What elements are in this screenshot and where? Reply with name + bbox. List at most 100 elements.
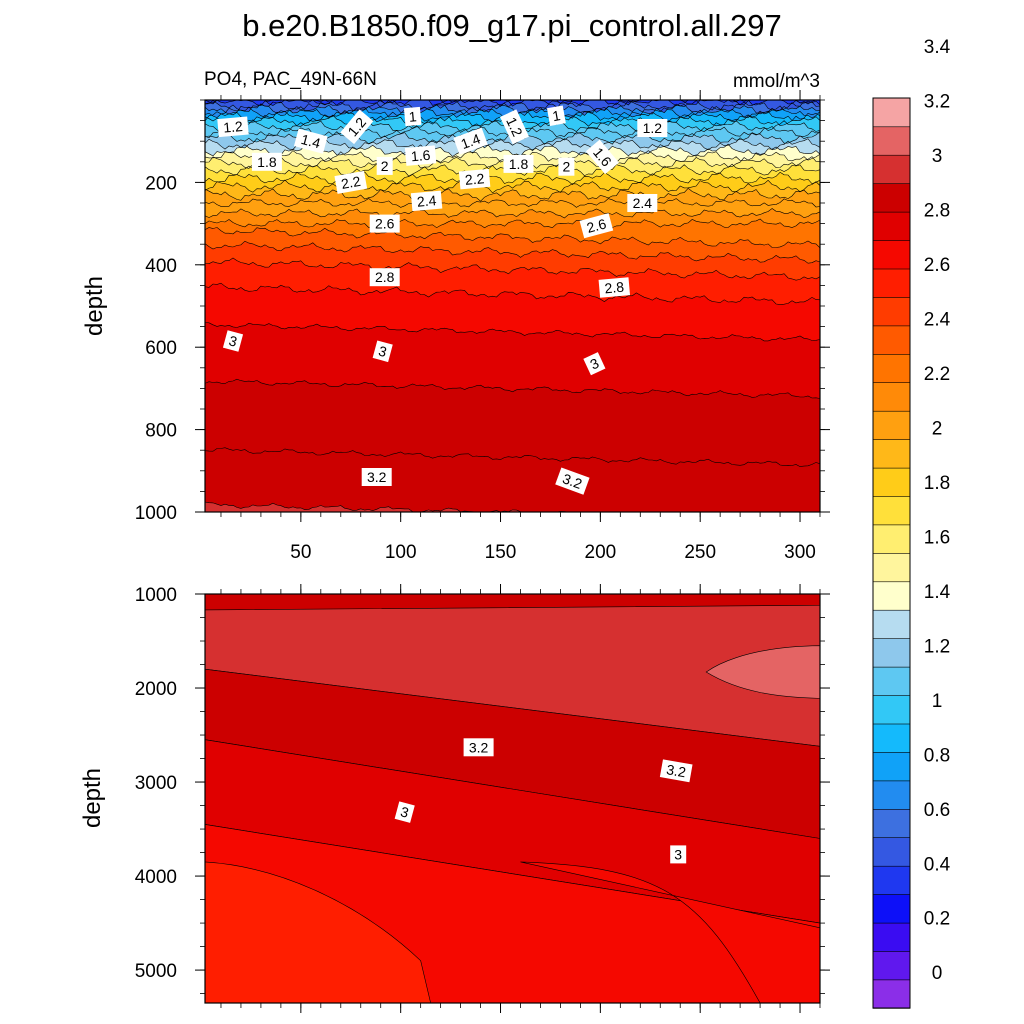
colorbar-label: 2.4 xyxy=(924,309,951,330)
upper-contour-line xyxy=(205,378,820,399)
colorbar-swatch xyxy=(872,694,911,725)
upper-panel: 1.2 1.2 1 1.2 11.21.4 1.41.6 1.61.8 1.82 22.2 2.2… xyxy=(81,90,830,563)
contour-label-box xyxy=(627,194,658,212)
colorbar-swatch xyxy=(872,723,911,753)
lower-contour-fills xyxy=(205,594,820,1003)
contour-label: 2.2 xyxy=(458,168,491,190)
x-tick-label: 100 xyxy=(385,542,417,563)
colorbar-swatch xyxy=(872,353,911,383)
contour-label-text: 2.6 xyxy=(585,215,608,236)
colorbar-label: 1.6 xyxy=(924,527,950,548)
contour-label-box xyxy=(361,468,392,486)
contour-label-box xyxy=(217,116,249,138)
colorbar-label: 0 xyxy=(932,963,943,984)
contour-label-box xyxy=(369,268,400,287)
upper-contour-line xyxy=(205,218,820,229)
upper-contour-line xyxy=(205,447,820,467)
colorbar-swatch xyxy=(872,211,911,241)
contour-label-box xyxy=(579,213,614,239)
colorbar-swatch xyxy=(872,581,911,611)
colorbar-swatch xyxy=(872,126,911,156)
colorbar: 0 0.2 0.4 0.6 0.8 1 1.2 1.4 1.6 1.8 2 2.2 2.4 2.6 2.8 3… xyxy=(872,37,951,1009)
contour-label-box xyxy=(372,340,393,363)
x-tick-label: 50 xyxy=(290,542,311,563)
lower-fill-region xyxy=(205,739,820,924)
contour-label-text: 3 xyxy=(674,846,682,862)
contour-label-text: 3.2 xyxy=(469,739,489,755)
colorbar-label: 1.2 xyxy=(924,636,950,657)
upper-contour-line xyxy=(205,100,820,107)
contour-label-box xyxy=(404,145,437,166)
colorbar-swatch xyxy=(872,808,911,839)
contour-label: 2 xyxy=(558,157,575,176)
colorbar-label: 2 xyxy=(932,418,943,439)
colorbar-swatch xyxy=(872,183,911,213)
x-tick-label: 250 xyxy=(684,542,716,563)
colorbar-swatch xyxy=(872,438,911,469)
contour-label: 2.4 xyxy=(627,194,658,212)
upper-fill-band xyxy=(205,100,820,107)
contour-label-box xyxy=(670,845,687,864)
upper-contour-line xyxy=(205,501,820,512)
contour-label-box xyxy=(251,152,282,171)
contour-label: 3 xyxy=(583,352,606,376)
contour-label-box xyxy=(340,109,374,145)
colorbar-swatch xyxy=(872,467,911,497)
contour-label-box xyxy=(394,801,415,823)
colorbar-swatch xyxy=(872,893,911,924)
contour-label-box xyxy=(637,119,668,137)
colorbar-swatch xyxy=(872,296,911,327)
contour-label-text: 3.2 xyxy=(665,761,687,780)
colorbar-label: 0.2 xyxy=(924,909,950,930)
colorbar-frame xyxy=(872,97,911,1009)
contour-label-text: 2.8 xyxy=(604,279,625,297)
contour-label: 1 xyxy=(403,106,422,127)
contour-label: 2.8 xyxy=(598,277,631,298)
contour-label: 3 xyxy=(670,845,687,864)
contour-label: 1.2 xyxy=(217,116,249,138)
upper-contour-line xyxy=(205,171,820,186)
colorbar-label: 1.4 xyxy=(924,582,951,603)
contour-label: 1.4 xyxy=(453,127,488,155)
contour-label-box xyxy=(293,128,328,154)
upper-fill-band xyxy=(205,100,820,113)
contour-label-box xyxy=(555,467,590,495)
contour-label: 1.2 xyxy=(637,119,668,137)
contour-label: 2.6 xyxy=(369,214,400,233)
contour-label-box xyxy=(558,157,575,176)
contour-label: 3.2 xyxy=(659,759,693,783)
contour-label: 2.6 xyxy=(579,213,614,239)
contour-label-text: 2.2 xyxy=(340,173,362,192)
upper-contour-line xyxy=(205,240,820,264)
colorbar-swatch xyxy=(872,780,911,810)
contour-label-box xyxy=(546,105,566,126)
upper-contour-line xyxy=(205,208,820,219)
contour-label-text: 1.4 xyxy=(299,131,322,152)
upper-contour-line xyxy=(205,322,820,342)
contour-label: 2.2 xyxy=(334,170,368,194)
colorbar-label: 0.6 xyxy=(924,800,950,821)
colorbar-swatch xyxy=(872,751,911,782)
colorbar-label: 2.2 xyxy=(924,364,950,385)
colorbar-swatch xyxy=(872,524,911,554)
colorbar-swatch xyxy=(872,609,911,640)
x-tick-label: 150 xyxy=(485,542,517,563)
contour-label-text: 2.4 xyxy=(416,192,437,210)
contour-label: 2.8 xyxy=(369,268,400,287)
colorbar-swatch xyxy=(872,979,911,1009)
contour-label: 3.2 xyxy=(463,738,494,757)
contour-label-box xyxy=(410,190,443,212)
colorbar-swatch xyxy=(872,865,911,895)
colorbar-swatch xyxy=(872,268,911,298)
contour-label: 1.4 xyxy=(293,128,328,154)
y-tick-label: 800 xyxy=(145,421,177,442)
contour-label: 2.4 xyxy=(410,190,443,212)
contour-label: 2 xyxy=(376,156,393,175)
colorbar-swatch xyxy=(872,325,911,355)
contour-label-box xyxy=(583,352,606,376)
contour-label: 1.2 xyxy=(500,109,529,145)
colorbar-label: 3 xyxy=(932,146,943,167)
y-tick-label: 4000 xyxy=(135,867,177,888)
contour-label-text: 1 xyxy=(408,108,417,125)
